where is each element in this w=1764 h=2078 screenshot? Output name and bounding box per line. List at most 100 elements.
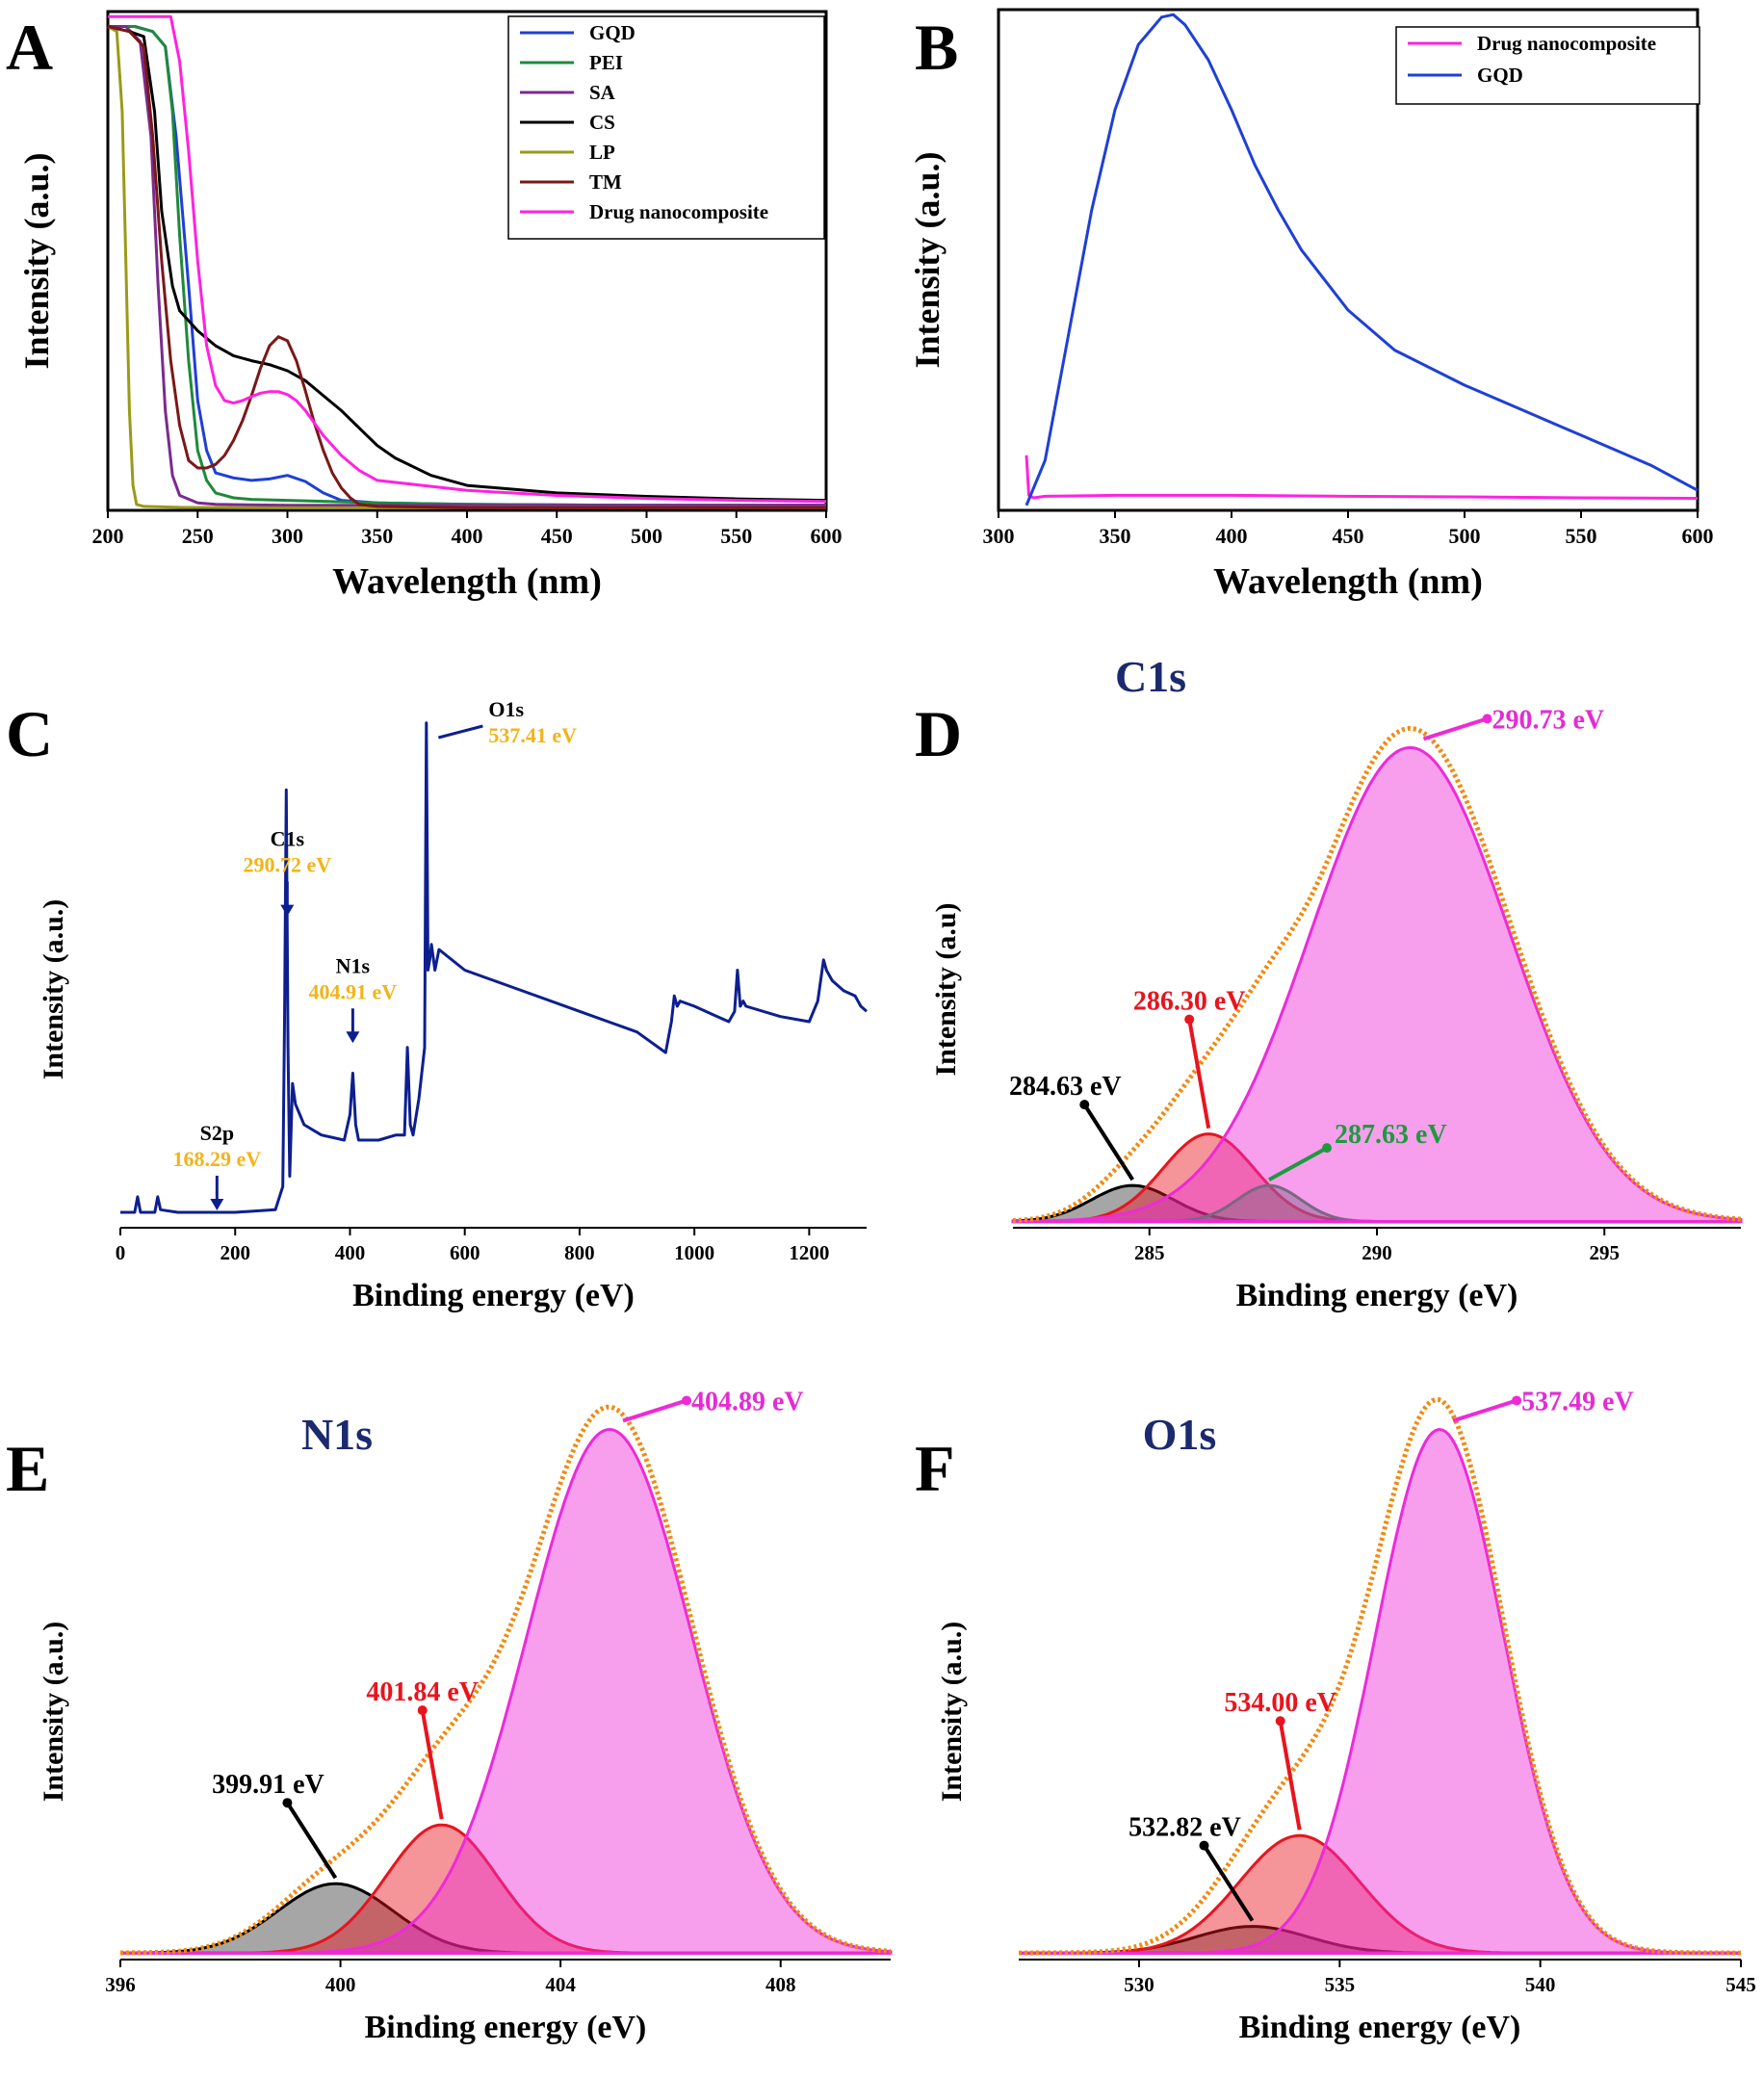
legend: Drug nanocomposite GQD	[1395, 26, 1700, 105]
x-tick-label: 500	[631, 524, 662, 548]
x-axis-label: Binding energy (eV)	[1239, 2010, 1521, 2045]
x-tick-label: 396	[105, 1973, 136, 1996]
y-axis-label: Intensity (a.u)	[930, 902, 962, 1076]
legend-entry: Drug nanocomposite	[589, 200, 768, 223]
x-tick-label: 408	[765, 1973, 796, 1996]
legend-entry: LP	[589, 141, 615, 164]
panel-label: B	[915, 11, 958, 84]
panel-label: A	[6, 11, 53, 84]
envelope-curve	[1012, 725, 1742, 1224]
peak-arrowhead	[682, 1395, 691, 1406]
peak-label: 284.63 eV	[1009, 1072, 1122, 1102]
panel-a: A 200 250 300 350 400 450 500 550 600 Wavelength (…	[6, 10, 843, 602]
y-axis-label: Intensity (a.u.)	[38, 899, 69, 1080]
peak-label: 534.00 eV	[1224, 1688, 1336, 1718]
peak-arrowhead	[1275, 1716, 1285, 1727]
x-axis-label: Binding energy (eV)	[365, 2010, 647, 2045]
legend-entry: SA	[589, 81, 616, 104]
x-tick-label: 1000	[674, 1241, 714, 1264]
panel-title: N1s	[301, 1410, 373, 1459]
peak-arrow	[1082, 1104, 1134, 1182]
x-tick-label: 400	[452, 524, 483, 548]
annotation-name: C1s	[271, 827, 305, 851]
panel-title: C1s	[1115, 652, 1186, 701]
annotation-value: 168.29 eV	[172, 1147, 261, 1171]
annotation-arrowhead	[346, 1031, 360, 1044]
annotation-name: S2p	[200, 1121, 234, 1145]
peak-label: 399.91 eV	[212, 1770, 324, 1800]
panel-e: E 396 400 404 408 Binding energy (eV) Intensit…	[6, 1387, 893, 2045]
y-axis-label: Intensity (a.u.)	[38, 1622, 69, 1803]
annotation-value: 290.72 eV	[243, 853, 331, 877]
peak-label: 532.82 eV	[1128, 1813, 1241, 1843]
peak-arrowhead	[417, 1705, 428, 1716]
legend-box	[507, 15, 825, 240]
peak-arrowhead	[1079, 1100, 1090, 1110]
x-tick-label: 450	[1333, 524, 1364, 548]
peak-label: 537.49 eV	[1521, 1387, 1634, 1416]
x-tick-label: 350	[361, 524, 393, 548]
x-tick-label: 550	[720, 524, 752, 548]
series-line-pei	[108, 25, 826, 507]
peak-arrow	[1422, 716, 1489, 741]
x-tick-label: 350	[1100, 524, 1131, 548]
x-tick-label: 250	[182, 524, 214, 548]
series-line-spectrum	[120, 721, 868, 1214]
x-axis-label: Binding energy (eV)	[1236, 1278, 1518, 1313]
x-axis-label: Wavelength (nm)	[1213, 561, 1483, 602]
x-tick-label: 300	[983, 524, 1015, 548]
series-line-cs	[107, 25, 827, 503]
peak-arrowhead	[1512, 1395, 1522, 1406]
peak-arrow	[1202, 1844, 1255, 1922]
peak-label: 290.73 eV	[1492, 705, 1604, 735]
x-tick-label: 1200	[789, 1241, 829, 1264]
x-tick-label: 500	[1449, 524, 1481, 548]
x-tick-label: 300	[272, 524, 303, 548]
x-tick-label: 400	[1216, 524, 1248, 548]
x-tick-label: 400	[325, 1973, 356, 1996]
x-tick-label: 545	[1725, 1973, 1756, 1996]
peak-arrow	[1268, 1146, 1328, 1182]
x-axis-label: Binding energy (eV)	[352, 1278, 635, 1313]
x-axis-label: Wavelength (nm)	[332, 561, 602, 602]
x-tick-label: 600	[811, 524, 843, 548]
panel-f: F 530 535 540 545 Binding energy (eV) Intensit…	[915, 1387, 1756, 2045]
series-line-drug-nanocomposite	[108, 14, 827, 504]
peak-arrowhead	[1199, 1840, 1209, 1851]
legend-entry: TM	[589, 170, 622, 194]
peak-arrowhead	[1482, 714, 1492, 724]
x-tick-label: 600	[450, 1241, 480, 1264]
x-tick-label: 530	[1124, 1973, 1154, 1996]
annotation-value: 404.91 eV	[309, 979, 398, 1003]
x-tick-label: 600	[1682, 524, 1714, 548]
panel-d: D 285 290 295 Binding energy (eV) Intensity (…	[915, 652, 1743, 1313]
x-tick-label: 0	[116, 1241, 126, 1264]
peak-arrow	[285, 1802, 338, 1880]
x-tick-label: 540	[1525, 1973, 1556, 1996]
x-tick-label: 200	[92, 524, 124, 548]
peak-arrow	[1452, 1398, 1518, 1423]
x-tick-label: 200	[220, 1241, 250, 1264]
panel-title: O1s	[1143, 1410, 1217, 1459]
x-tick-label: 550	[1566, 524, 1597, 548]
annotation-name: O1s	[488, 697, 524, 721]
legend-entry: PEI	[589, 51, 623, 74]
peak-arrowhead	[282, 1798, 293, 1808]
peak-arrow	[622, 1398, 687, 1423]
panel-c: C 0 200 400 600 800 1000 1200 Binding energy (eV…	[6, 697, 868, 1313]
x-tick-label: 535	[1325, 1973, 1356, 1996]
x-tick-label: 285	[1134, 1241, 1165, 1264]
legend-entry: CS	[589, 111, 615, 134]
annotation-arrowhead	[280, 904, 295, 917]
series-line-lp	[107, 25, 826, 509]
x-tick-label: 800	[564, 1241, 595, 1264]
peak-label: 286.30 eV	[1133, 987, 1246, 1017]
legend-entry: GQD	[589, 21, 636, 44]
peak-arrowhead	[1184, 1014, 1195, 1025]
series-line-gqd	[1025, 13, 1699, 507]
legend-box	[1395, 26, 1700, 105]
peak-label: 287.63 eV	[1335, 1120, 1447, 1150]
x-tick-label: 295	[1590, 1241, 1621, 1264]
annotation-value: 537.41 eV	[488, 723, 577, 747]
panel-b: B 300 350 400 450 500 550 600 Wavelength (nm) Int…	[908, 8, 1714, 602]
